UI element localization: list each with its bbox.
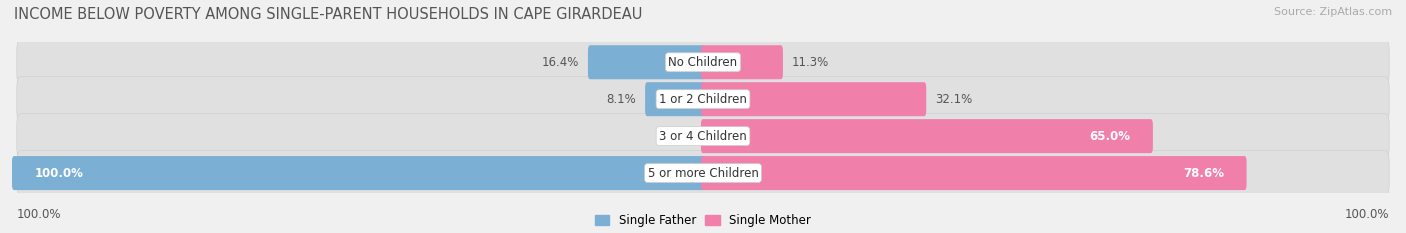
- Text: 0.0%: 0.0%: [662, 130, 692, 143]
- FancyBboxPatch shape: [17, 114, 1389, 159]
- Text: 78.6%: 78.6%: [1182, 167, 1223, 180]
- Legend: Single Father, Single Mother: Single Father, Single Mother: [595, 214, 811, 227]
- FancyBboxPatch shape: [13, 156, 704, 190]
- Text: 11.3%: 11.3%: [792, 56, 830, 69]
- Text: INCOME BELOW POVERTY AMONG SINGLE-PARENT HOUSEHOLDS IN CAPE GIRARDEAU: INCOME BELOW POVERTY AMONG SINGLE-PARENT…: [14, 7, 643, 22]
- FancyBboxPatch shape: [702, 119, 1153, 153]
- FancyBboxPatch shape: [702, 45, 783, 79]
- Text: 16.4%: 16.4%: [541, 56, 579, 69]
- Text: 65.0%: 65.0%: [1090, 130, 1130, 143]
- FancyBboxPatch shape: [588, 45, 704, 79]
- FancyBboxPatch shape: [17, 40, 1389, 85]
- Text: No Children: No Children: [668, 56, 738, 69]
- Text: 8.1%: 8.1%: [606, 93, 636, 106]
- FancyBboxPatch shape: [17, 151, 1389, 196]
- FancyBboxPatch shape: [645, 82, 704, 116]
- Text: 32.1%: 32.1%: [935, 93, 973, 106]
- Text: 5 or more Children: 5 or more Children: [648, 167, 758, 180]
- Text: 1 or 2 Children: 1 or 2 Children: [659, 93, 747, 106]
- Text: 3 or 4 Children: 3 or 4 Children: [659, 130, 747, 143]
- Text: Source: ZipAtlas.com: Source: ZipAtlas.com: [1274, 7, 1392, 17]
- Text: 100.0%: 100.0%: [1344, 208, 1389, 221]
- Text: 100.0%: 100.0%: [35, 167, 83, 180]
- FancyBboxPatch shape: [702, 82, 927, 116]
- FancyBboxPatch shape: [702, 156, 1247, 190]
- Text: 100.0%: 100.0%: [17, 208, 62, 221]
- FancyBboxPatch shape: [17, 77, 1389, 122]
